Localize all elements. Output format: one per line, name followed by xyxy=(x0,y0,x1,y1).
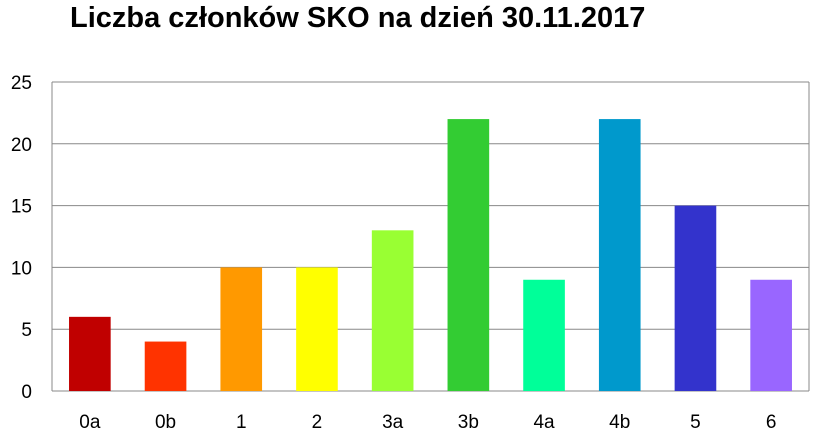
chart-title: Liczba członków SKO na dzień 30.11.2017 xyxy=(70,2,646,34)
y-tick-label: 10 xyxy=(11,258,32,279)
x-tick-label: 0b xyxy=(155,412,176,433)
x-tick-label: 4a xyxy=(533,412,555,433)
x-tick-label: 0a xyxy=(79,412,101,433)
bar-3a xyxy=(371,230,414,391)
bar-2 xyxy=(296,267,338,391)
bar-0b xyxy=(144,341,187,391)
bar-3b xyxy=(447,119,490,391)
x-tick-label: 4b xyxy=(609,412,630,433)
x-tick-label: 5 xyxy=(690,412,701,433)
bar-5 xyxy=(674,205,717,391)
x-tick-label: 1 xyxy=(236,412,247,433)
x-tick-label: 3a xyxy=(382,412,404,433)
x-tick-label: 2 xyxy=(312,412,323,433)
bar-4a xyxy=(523,279,565,391)
y-tick-label: 15 xyxy=(11,197,32,218)
bar-6 xyxy=(750,279,792,391)
x-axis-ticks: 0a 0b 1 2 3a 3b 4a 4b 5 6 xyxy=(79,412,776,433)
bars xyxy=(69,119,792,391)
x-tick-label: 6 xyxy=(766,412,777,433)
y-tick-label: 25 xyxy=(11,73,32,94)
y-tick-label: 5 xyxy=(21,320,32,341)
y-tick-label: 0 xyxy=(21,382,32,403)
bar-4b xyxy=(598,119,641,391)
y-tick-label: 20 xyxy=(11,135,32,156)
bar-0a xyxy=(69,316,111,391)
bar-1 xyxy=(220,267,263,391)
y-axis-ticks: 0 5 10 15 20 25 xyxy=(11,73,32,403)
x-tick-label: 3b xyxy=(458,412,479,433)
